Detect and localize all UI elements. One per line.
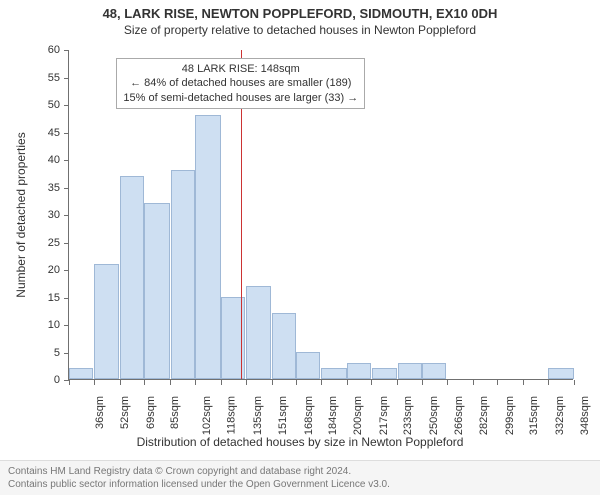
- y-tick-label: 0: [54, 374, 60, 386]
- y-tick-label: 60: [48, 44, 60, 56]
- x-tick-label: 135sqm: [252, 396, 264, 435]
- footer-line-2: Contains public sector information licen…: [8, 478, 592, 491]
- y-tick: [64, 243, 69, 244]
- y-tick-label: 20: [48, 264, 60, 276]
- x-tick-label: 250sqm: [429, 396, 441, 435]
- x-tick-label: 217sqm: [378, 396, 390, 435]
- x-tick: [246, 380, 247, 385]
- chart-subtitle: Size of property relative to detached ho…: [0, 21, 600, 37]
- histogram-bar: [69, 368, 93, 379]
- y-tick: [64, 133, 69, 134]
- x-tick: [422, 380, 423, 385]
- histogram-bar: [246, 286, 272, 380]
- x-tick: [447, 380, 448, 385]
- histogram-bar: [548, 368, 574, 379]
- x-tick-label: 200sqm: [352, 396, 364, 435]
- annotation-line: 15% of semi-detached houses are larger (…: [123, 91, 358, 105]
- y-tick-label: 55: [48, 72, 60, 84]
- x-tick-label: 315sqm: [528, 396, 540, 435]
- histogram-bar: [94, 264, 120, 380]
- y-axis-label: Number of detached properties: [14, 132, 28, 297]
- y-tick: [64, 188, 69, 189]
- x-tick-label: 52sqm: [119, 396, 131, 429]
- x-tick: [170, 380, 171, 385]
- x-tick: [523, 380, 524, 385]
- x-tick-label: 118sqm: [225, 396, 237, 434]
- x-tick-label: 85sqm: [169, 396, 181, 429]
- annotation-box: 48 LARK RISE: 148sqm← 84% of detached ho…: [116, 58, 365, 109]
- x-tick-label: 184sqm: [327, 396, 339, 435]
- x-tick: [497, 380, 498, 385]
- y-tick: [64, 105, 69, 106]
- y-tick-label: 10: [48, 319, 60, 331]
- x-tick: [574, 380, 575, 385]
- x-tick: [548, 380, 549, 385]
- histogram-bar: [398, 363, 422, 380]
- x-tick-label: 348sqm: [579, 396, 591, 435]
- histogram-bar: [296, 352, 320, 380]
- y-tick: [64, 353, 69, 354]
- y-tick-label: 45: [48, 127, 60, 139]
- histogram-bar: [195, 115, 221, 379]
- x-tick: [473, 380, 474, 385]
- y-tick-label: 5: [54, 347, 60, 359]
- y-tick: [64, 160, 69, 161]
- y-tick-label: 35: [48, 182, 60, 194]
- x-tick: [120, 380, 121, 385]
- x-tick-label: 233sqm: [403, 396, 415, 435]
- y-tick: [64, 78, 69, 79]
- footer-line-1: Contains HM Land Registry data © Crown c…: [8, 465, 592, 478]
- histogram-bar: [372, 368, 398, 379]
- x-tick-label: 266sqm: [453, 396, 465, 435]
- chart-title: 48, LARK RISE, NEWTON POPPLEFORD, SIDMOU…: [0, 0, 600, 21]
- histogram-bar: [321, 368, 347, 379]
- x-tick-label: 332sqm: [554, 396, 566, 435]
- x-tick-label: 168sqm: [303, 396, 315, 435]
- histogram-bar: [120, 176, 144, 380]
- chart-container: 48, LARK RISE, NEWTON POPPLEFORD, SIDMOU…: [0, 0, 600, 500]
- x-tick: [347, 380, 348, 385]
- histogram-bar: [347, 363, 371, 380]
- histogram-bar: [272, 313, 296, 379]
- x-tick: [195, 380, 196, 385]
- y-tick-label: 50: [48, 99, 60, 111]
- x-tick-label: 151sqm: [277, 396, 289, 435]
- y-tick: [64, 325, 69, 326]
- footer: Contains HM Land Registry data © Crown c…: [0, 460, 600, 495]
- x-tick: [371, 380, 372, 385]
- y-tick-label: 25: [48, 237, 60, 249]
- histogram-bar: [171, 170, 195, 379]
- annotation-line: ← 84% of detached houses are smaller (18…: [123, 76, 358, 90]
- x-tick-label: 69sqm: [145, 396, 157, 429]
- x-tick: [321, 380, 322, 385]
- x-tick: [272, 380, 273, 385]
- x-tick: [296, 380, 297, 385]
- x-tick: [69, 380, 70, 385]
- x-tick: [221, 380, 222, 385]
- y-tick: [64, 50, 69, 51]
- x-axis-label: Distribution of detached houses by size …: [0, 435, 600, 449]
- histogram-bar: [422, 363, 446, 380]
- histogram-bar: [144, 203, 170, 379]
- x-tick-label: 102sqm: [201, 396, 213, 435]
- x-tick-label: 299sqm: [504, 396, 516, 435]
- x-tick: [397, 380, 398, 385]
- x-tick-label: 36sqm: [94, 396, 106, 429]
- x-tick-label: 282sqm: [478, 396, 490, 435]
- plot-area: 05101520253035404550556036sqm52sqm69sqm8…: [68, 50, 573, 380]
- y-tick: [64, 270, 69, 271]
- y-tick-label: 15: [48, 292, 60, 304]
- y-tick: [64, 215, 69, 216]
- y-tick-label: 30: [48, 209, 60, 221]
- y-tick-label: 40: [48, 154, 60, 166]
- y-tick: [64, 298, 69, 299]
- annotation-line: 48 LARK RISE: 148sqm: [123, 62, 358, 76]
- x-tick: [144, 380, 145, 385]
- x-tick: [94, 380, 95, 385]
